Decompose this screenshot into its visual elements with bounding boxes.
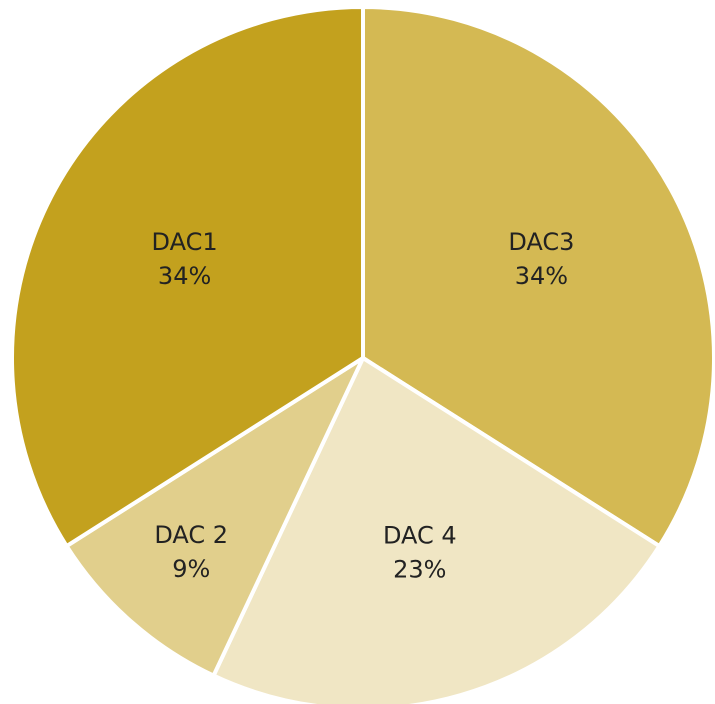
slice-value-label: 23% [393, 555, 446, 583]
pie-slice [64, 356, 365, 678]
slice-label: DAC 4 [383, 521, 457, 549]
slice-label: DAC1 [152, 228, 218, 256]
slice-label: DAC 2 [154, 521, 228, 549]
slice-value-label: 34% [515, 262, 568, 290]
slice-value-label: 9% [172, 555, 210, 583]
pie-slice [361, 5, 715, 549]
slice-value-label: 34% [158, 262, 211, 290]
slice-label: DAC3 [508, 228, 574, 256]
pie-slice [10, 5, 365, 549]
pie-slice [211, 356, 662, 704]
